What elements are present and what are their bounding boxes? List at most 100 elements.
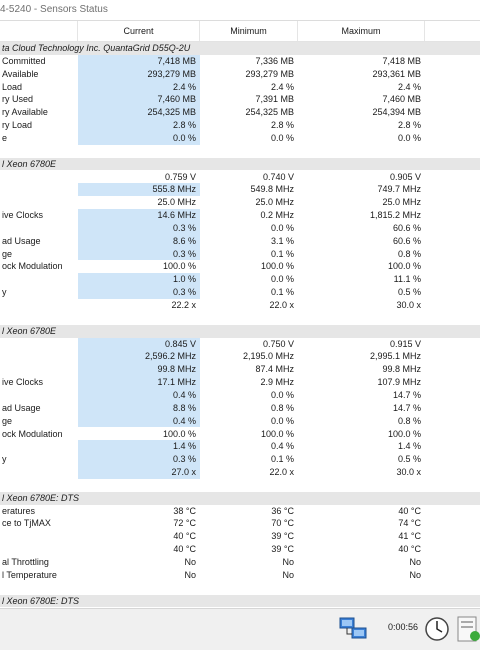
sensor-value: 60.6 %: [392, 222, 421, 233]
changed-highlight: [78, 388, 200, 402]
sensor-value: 0.3 %: [172, 248, 196, 259]
sensor-row: 40 °C 39 °C 40 °C: [0, 543, 480, 556]
sensor-row: ock Modulation 100.0 % 100.0 % 100.0 %: [0, 428, 480, 441]
sensor-value: 100.0 %: [162, 261, 196, 272]
sensor-value: 38 °C: [173, 505, 196, 516]
sensor-value: 40 °C: [173, 544, 196, 555]
sensor-value: 41 °C: [398, 531, 421, 542]
sensor-value: No: [409, 557, 421, 567]
sensor-value: 0.0 %: [270, 274, 294, 285]
sensor-value: 2,195.0 MHz: [242, 351, 294, 362]
sensor-label: Load: [2, 81, 23, 92]
changed-highlight: [78, 106, 200, 120]
sensor-label: Committed: [2, 55, 46, 66]
sensor-value: 0.8 %: [270, 402, 294, 413]
sensor-value: 1.0 %: [172, 274, 196, 285]
sensor-value: 30.0 x: [396, 467, 421, 478]
sensor-value: 2.4 %: [397, 81, 421, 92]
sensor-value: 0.8 %: [397, 415, 421, 426]
sensor-value: 22.0 x: [269, 300, 294, 310]
sensor-value: 0.8 %: [397, 248, 421, 259]
group-label: l Xeon 6780E: DTS: [2, 492, 80, 503]
sensor-row: ad Usage 8.8 % 0.8 % 14.7 %: [0, 401, 480, 415]
changed-highlight: [78, 453, 200, 467]
sensor-row: 0.4 % 0.0 % 14.7 %: [0, 388, 480, 402]
log-button[interactable]: [456, 614, 480, 644]
sensor-value: 25.0 MHz: [157, 197, 196, 208]
sensor-value: 0.759 V: [164, 171, 196, 182]
sensor-value: 293,279 MB: [147, 68, 196, 79]
header-cell: [0, 21, 78, 41]
sensor-value: 0.1 %: [270, 454, 294, 465]
sensor-value: 0.740 V: [262, 171, 294, 182]
sensor-row: ive Clocks 14.6 MHz 0.2 MHz 1,815.2 MHz: [0, 209, 480, 222]
sensor-value: 254,325 MB: [147, 107, 196, 118]
sensor-row: ry Available 254,325 MB 254,325 MB 254,394 …: [0, 106, 480, 120]
sensor-value: 11.1 %: [393, 274, 421, 285]
sensor-value: 107.9 MHz: [377, 377, 421, 388]
sensor-value: 14.7 %: [392, 389, 421, 400]
sensor-value: 3.1 %: [270, 235, 294, 246]
sensor-value: 0.4 %: [172, 389, 196, 400]
sensor-label: ad Usage: [2, 235, 41, 246]
sensor-row: ge 0.4 % 0.0 % 0.8 %: [0, 414, 480, 428]
sensor-row: l Temperature No No No: [0, 569, 480, 582]
sensor-row: 25.0 MHz 25.0 MHz 25.0 MHz: [0, 196, 480, 209]
sensor-value: 8.8 %: [172, 402, 196, 413]
sensor-label: e: [2, 132, 8, 143]
sensor-value: 293,361 MB: [372, 68, 421, 79]
sensor-row: ad Usage 8.6 % 3.1 % 60.6 %: [0, 234, 480, 248]
sensor-value: 0.0 %: [270, 389, 294, 400]
sensor-label: ock Modulation: [2, 428, 63, 439]
sensor-value: 72 °C: [173, 518, 196, 529]
sensor-value: 0.3 %: [172, 454, 196, 465]
sensor-label: ge: [2, 248, 13, 259]
sensor-row: 22.2 x 22.0 x 30.0 x: [0, 299, 480, 312]
header-cell: Current: [78, 21, 200, 41]
sensor-value: 0.2 MHz: [260, 210, 294, 221]
sensor-row: ry Load 2.8 % 2.8 % 2.8 %: [0, 119, 480, 132]
sensor-value: 100.0 %: [162, 428, 196, 439]
sensor-value: No: [184, 569, 196, 580]
changed-highlight: [78, 414, 200, 428]
sensor-label: l Temperature: [2, 569, 57, 580]
changed-highlight: [78, 286, 200, 299]
sensor-value: 0.0 %: [397, 132, 421, 143]
sensor-value: 17.1 MHz: [157, 377, 196, 388]
sensor-value: 0.5 %: [397, 287, 421, 298]
sensor-label: ad Usage: [2, 402, 41, 413]
sensor-value: 7,418 MB: [157, 55, 196, 66]
sensor-value: 0.750 V: [262, 338, 294, 349]
sensor-value: 40 °C: [398, 505, 421, 516]
changed-highlight: [78, 466, 200, 479]
sensor-value: 1.4 %: [397, 441, 421, 452]
sensor-label: ive Clocks: [2, 210, 44, 221]
changed-highlight: [78, 440, 200, 454]
sensor-label: eratures: [2, 505, 36, 516]
group-row: l Xeon 6780E: [0, 324, 480, 338]
sensor-value: No: [409, 569, 421, 580]
sensor-value: 2,596.2 MHz: [144, 351, 196, 362]
sensor-row: 99.8 MHz 87.4 MHz 99.8 MHz: [0, 363, 480, 377]
sensor-label: ry Used: [2, 94, 34, 105]
sensor-row: ce to TjMAX 72 °C 70 °C 74 °C: [0, 517, 480, 530]
sensor-value: 0.1 %: [270, 248, 294, 259]
sensor-label: ry Available: [2, 107, 48, 118]
sensor-value: 2.8 %: [397, 120, 421, 131]
sensor-value: 0.4 %: [270, 441, 294, 452]
network-icon[interactable]: [338, 614, 368, 644]
sensor-row: 40 °C 39 °C 41 °C: [0, 530, 480, 543]
sensor-value: 7,418 MB: [382, 55, 421, 66]
sensor-value: 2.9 MHz: [260, 377, 294, 388]
clock-button[interactable]: [423, 614, 451, 644]
sensor-label: ce to TjMAX: [2, 518, 51, 529]
sensor-label: ock Modulation: [2, 261, 63, 272]
sensor-row: e 0.0 % 0.0 % 0.0 %: [0, 131, 480, 145]
sensor-row: 0.759 V 0.740 V 0.905 V: [0, 171, 480, 184]
title-bar: 4-5240 - Sensors Status: [0, 0, 480, 21]
group-row: l Xeon 6780E: DTS: [0, 491, 480, 505]
sensor-row: Available 293,279 MB 293,279 MB 293,361 MB: [0, 67, 480, 81]
sensor-value: 40 °C: [173, 531, 196, 542]
sensor-value: 254,394 MB: [372, 107, 421, 118]
sensor-value: 0.0 %: [172, 132, 196, 143]
